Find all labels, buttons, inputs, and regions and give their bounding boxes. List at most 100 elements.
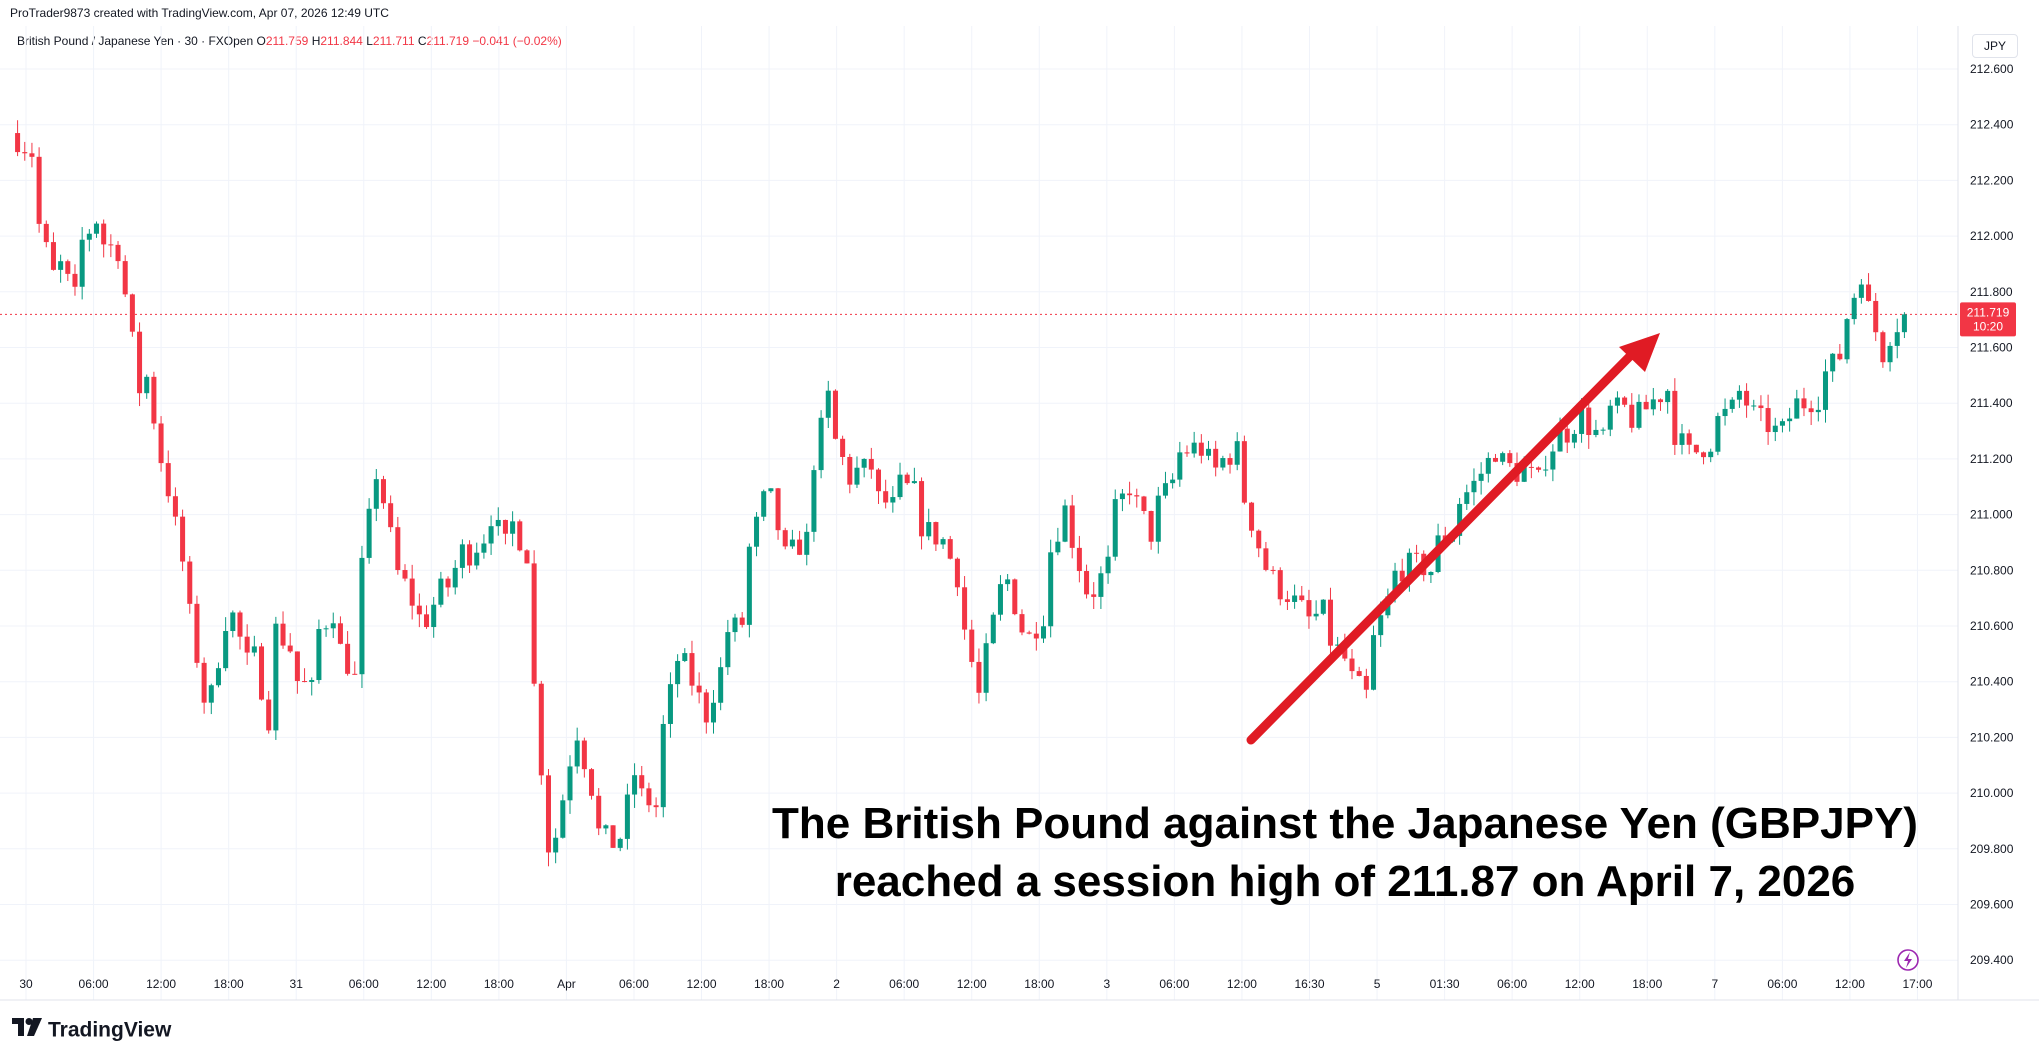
candle-body [718, 667, 724, 703]
candle-body [1528, 466, 1534, 468]
candle-body [1406, 552, 1412, 582]
candle [797, 530, 803, 556]
currency-button[interactable]: JPY [1972, 34, 2018, 58]
candle [976, 648, 982, 704]
candle [1249, 501, 1255, 538]
candle-body [1112, 499, 1118, 557]
candle [1744, 383, 1750, 418]
candle [1464, 484, 1470, 510]
candle [1593, 419, 1599, 438]
candle [1148, 510, 1154, 550]
candle-body [875, 469, 882, 492]
candle-body [574, 740, 580, 767]
time-tick-label: 06:00 [1767, 977, 1797, 991]
candle-body [1084, 571, 1090, 595]
candle [560, 794, 566, 839]
time-tick-label: 06:00 [889, 977, 919, 991]
candle [1213, 440, 1219, 477]
candle-body [1858, 284, 1864, 298]
candle-body [940, 539, 946, 545]
candle-body [854, 467, 860, 485]
candle-body [1715, 416, 1721, 452]
candle-body [144, 376, 150, 394]
candle-body [567, 766, 573, 801]
candle [904, 472, 910, 485]
candle [703, 689, 709, 734]
candle [768, 488, 774, 494]
candle [1363, 668, 1369, 699]
candle-body [101, 223, 107, 245]
candle [682, 648, 688, 663]
candle [1901, 312, 1907, 339]
time-tick-label: 5 [1374, 977, 1381, 991]
candle-body [309, 680, 315, 682]
time-tick-label: 12:00 [1565, 977, 1595, 991]
candle [1227, 453, 1233, 474]
candle-body [1679, 433, 1685, 445]
candle [1894, 318, 1900, 359]
candle-body [1270, 569, 1276, 571]
candle-body [1170, 479, 1176, 484]
candle [517, 519, 523, 552]
candle-body [1607, 405, 1613, 430]
candle-body [1177, 452, 1183, 480]
candle [1320, 599, 1326, 616]
candle [1880, 330, 1886, 368]
time-tick-label: 3 [1103, 977, 1110, 991]
candle [373, 469, 379, 522]
candle [1055, 527, 1061, 556]
candle [452, 560, 458, 595]
time-tick-label: 12:00 [957, 977, 987, 991]
candle [962, 576, 968, 640]
candle [86, 229, 92, 252]
candle [388, 495, 394, 533]
candle [1256, 529, 1262, 558]
price-tick-label: 209.400 [1970, 953, 2014, 967]
candle [1492, 453, 1498, 463]
candle [22, 141, 28, 161]
candle [1822, 359, 1829, 423]
candle [646, 782, 652, 813]
candle [58, 254, 64, 283]
candle-body [1191, 442, 1197, 454]
time-tick-label: 31 [290, 977, 304, 991]
candle-body [1306, 600, 1312, 617]
candle [1313, 600, 1319, 621]
candle [1550, 444, 1556, 482]
candle [1665, 389, 1671, 414]
candle-body [746, 546, 752, 625]
candle-body [1019, 614, 1025, 633]
candle [890, 486, 896, 513]
candle-body [15, 133, 21, 153]
candle [1478, 462, 1484, 495]
candle-body [1119, 493, 1125, 500]
symbol-title[interactable]: British Pound / Japanese Yen · 30 · FXOp… [17, 34, 254, 48]
candle-body [1801, 398, 1807, 409]
candle-body [1485, 457, 1491, 474]
time-tick-label: 12:00 [146, 977, 176, 991]
candle-body [1701, 452, 1707, 458]
candle-body [129, 294, 135, 332]
candle [15, 120, 21, 157]
candle-body [754, 516, 760, 547]
candle [1026, 630, 1032, 635]
candle [883, 479, 889, 509]
candle [1751, 399, 1757, 411]
candle-body [761, 491, 767, 517]
candle [775, 487, 781, 540]
time-tick-label: 17:00 [1902, 977, 1932, 991]
candle-body [538, 683, 544, 776]
candle [789, 529, 795, 549]
time-tick-label: 06:00 [1159, 977, 1189, 991]
candle [1076, 535, 1082, 583]
candle [1787, 407, 1793, 432]
candle [1629, 393, 1635, 433]
candle-body [187, 561, 193, 604]
candle [287, 633, 293, 654]
candle-body [1284, 599, 1290, 602]
candle-body [954, 558, 960, 588]
candle [675, 654, 681, 698]
tradingview-logo[interactable]: TradingView [12, 1018, 171, 1042]
candle-body [947, 539, 953, 559]
